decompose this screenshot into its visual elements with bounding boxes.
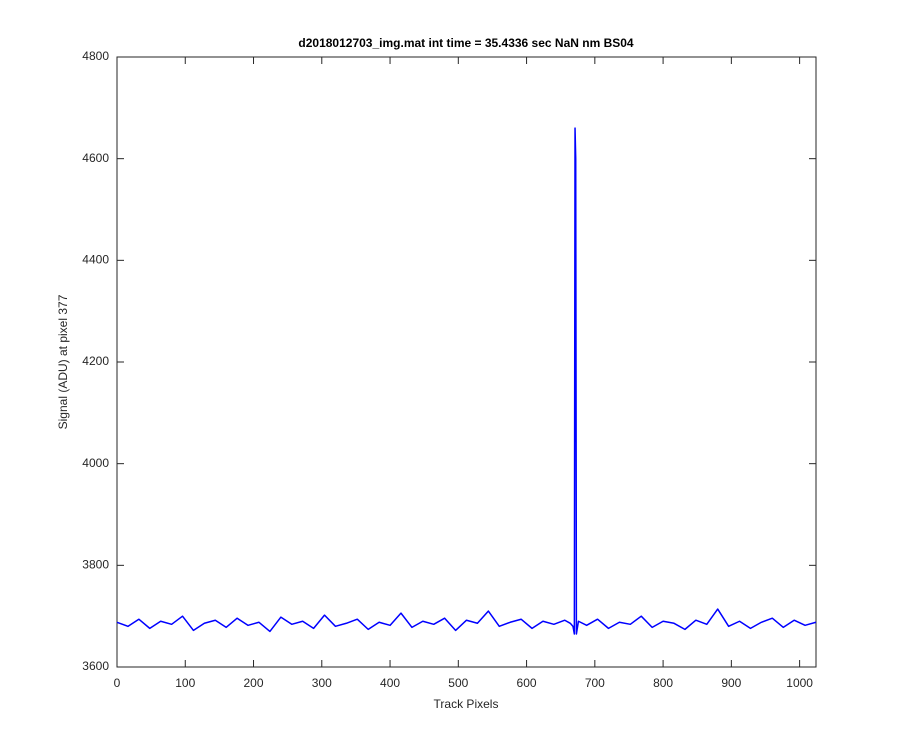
x-tick-label: 800: [653, 676, 673, 690]
x-tick-label: 200: [244, 676, 264, 690]
x-tick-label: 900: [721, 676, 741, 690]
x-tick-label: 1000: [786, 676, 813, 690]
x-tick-label: 600: [517, 676, 537, 690]
x-tick-label: 0: [114, 676, 121, 690]
data-line: [116, 127, 817, 635]
x-tick-label: 500: [448, 676, 468, 690]
y-tick-label: 4800: [82, 49, 109, 63]
x-tick-label: 400: [380, 676, 400, 690]
x-tick-label: 700: [585, 676, 605, 690]
x-axis-label: Track Pixels: [434, 697, 499, 711]
y-tick-label: 3600: [82, 659, 109, 673]
x-tick-label: 100: [175, 676, 195, 690]
y-axis-label: Signal (ADU) at pixel 377: [56, 294, 70, 429]
x-tick-label: 300: [312, 676, 332, 690]
y-tick-label: 4400: [82, 253, 109, 267]
y-tick-label: 3800: [82, 558, 109, 572]
chart-title: d2018012703_img.mat int time = 35.4336 s…: [298, 36, 634, 50]
y-tick-label: 4000: [82, 456, 109, 470]
y-tick-label: 4200: [82, 354, 109, 368]
y-tick-label: 4600: [82, 151, 109, 165]
